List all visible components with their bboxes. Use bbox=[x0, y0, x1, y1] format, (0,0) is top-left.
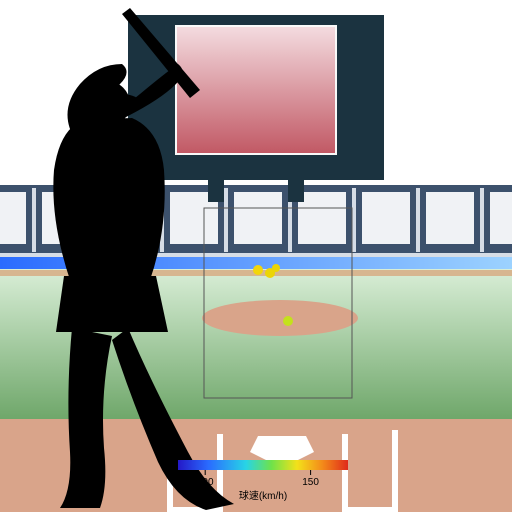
pitch-marker bbox=[283, 316, 293, 326]
stand-window bbox=[426, 192, 474, 244]
legend-tick-label: 150 bbox=[302, 477, 319, 488]
legend-tick-label: 100 bbox=[197, 477, 214, 488]
stand-window bbox=[234, 192, 282, 244]
scoreboard-leg-right bbox=[288, 180, 304, 202]
stand-column bbox=[416, 188, 420, 252]
pitch-marker bbox=[272, 264, 280, 272]
pitch-marker bbox=[253, 265, 263, 275]
stand-window bbox=[0, 192, 26, 244]
batter-hips bbox=[56, 276, 168, 332]
stand-column bbox=[32, 188, 36, 252]
stand-window bbox=[362, 192, 410, 244]
stand-window bbox=[490, 192, 512, 244]
pitchers-mound bbox=[202, 300, 358, 336]
stand-column bbox=[352, 188, 356, 252]
stand-window bbox=[298, 192, 346, 244]
legend-axis-label: 球速(km/h) bbox=[239, 489, 287, 502]
stand-column bbox=[480, 188, 484, 252]
batter-torso bbox=[53, 118, 164, 280]
stand-column bbox=[224, 188, 228, 252]
scoreboard-leg-left bbox=[208, 180, 224, 202]
pitch-location-chart: 100 150 球速(km/h) bbox=[0, 0, 512, 512]
legend-colorbar bbox=[178, 460, 348, 470]
